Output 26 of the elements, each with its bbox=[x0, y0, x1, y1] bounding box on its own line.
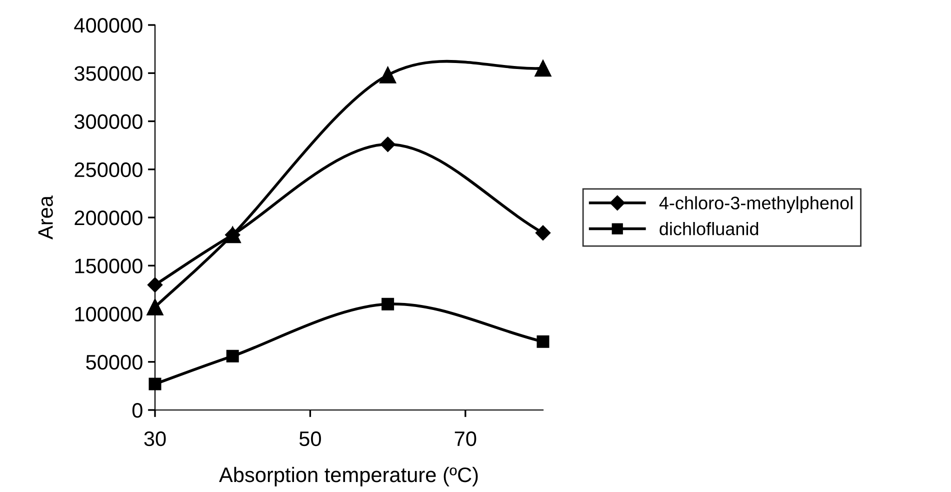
point bbox=[148, 378, 162, 390]
x-tick-label: 30 bbox=[144, 431, 166, 446]
point bbox=[146, 298, 164, 316]
point bbox=[379, 66, 396, 84]
point bbox=[382, 298, 394, 310]
y-axis-title: Area bbox=[38, 195, 53, 240]
y-tick-label: 100000 bbox=[75, 306, 142, 322]
y-tick-label: 150000 bbox=[75, 258, 142, 274]
point bbox=[536, 335, 550, 348]
y-tick-label: 0 bbox=[132, 403, 142, 418]
x-tick-label: 50 bbox=[299, 431, 321, 446]
point bbox=[147, 277, 163, 292]
point bbox=[380, 136, 396, 152]
point bbox=[226, 350, 239, 362]
point bbox=[534, 60, 552, 77]
y-tick-label: 200000 bbox=[74, 210, 142, 226]
y-tick-label: 350000 bbox=[74, 66, 142, 81]
y-tick-label: 400000 bbox=[74, 18, 142, 33]
y-tick-label: 50000 bbox=[86, 354, 142, 370]
y-tick-label: 250000 bbox=[74, 162, 142, 178]
y-tick-label: 300000 bbox=[74, 114, 142, 130]
point bbox=[535, 225, 551, 240]
x-axis-title: Absorption temperature (ºC) bbox=[219, 466, 478, 486]
legend-label: 4-chloro-3-methylphenol bbox=[659, 196, 852, 213]
legend-label: dichlofluanid bbox=[660, 222, 758, 236]
x-tick-label: 70 bbox=[454, 431, 476, 446]
